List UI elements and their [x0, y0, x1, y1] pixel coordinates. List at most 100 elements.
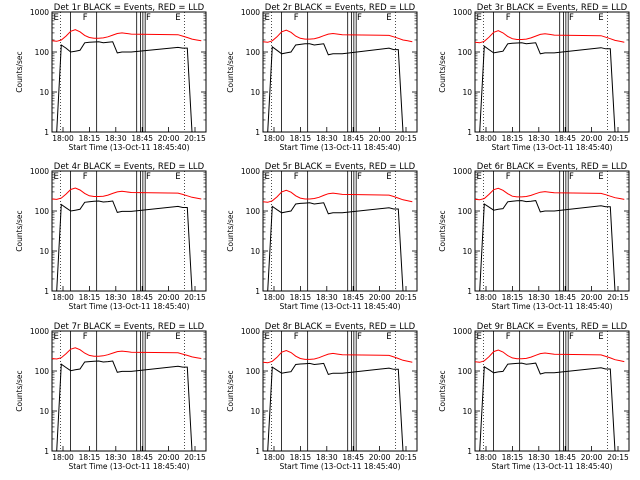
- x-tick-label: 18:00: [475, 293, 497, 302]
- y-tick-label: 1000: [30, 327, 49, 336]
- y-tick-label: 1: [44, 128, 49, 137]
- x-axis-label: Start Time (13-Oct-11 18:45:40): [279, 462, 400, 471]
- x-tick-label: 18:45: [131, 293, 153, 302]
- plot-frame: [262, 170, 418, 292]
- y-tick-label: 1000: [241, 167, 260, 176]
- flag-label: E: [175, 13, 180, 23]
- x-tick-label: 20:15: [184, 293, 206, 302]
- series-lld: [51, 29, 202, 42]
- chart-title: Det 8r BLACK = Events, RED = LLD: [265, 322, 416, 332]
- y-axis-label: Counts/sec: [15, 51, 24, 92]
- y-axis-label: Counts/sec: [226, 51, 235, 92]
- y-tick-label: 1000: [453, 327, 472, 336]
- y-tick-label: 1: [255, 128, 260, 137]
- x-tick-label: 18:30: [105, 134, 127, 143]
- y-tick-label: 100: [35, 207, 50, 216]
- x-tick-label: 20:15: [607, 293, 629, 302]
- x-tick-label: 18:15: [290, 134, 312, 143]
- flag-label: E: [386, 13, 391, 23]
- y-tick-label: 10: [462, 88, 472, 97]
- x-axis-label: Start Time (13-Oct-11 18:45:40): [279, 143, 400, 152]
- flag-label: F: [357, 332, 362, 342]
- x-tick-label: 18:15: [79, 293, 101, 302]
- y-tick-label: 10: [250, 407, 260, 416]
- y-tick-label: 10: [250, 88, 260, 97]
- x-tick-label: 18:00: [263, 453, 285, 462]
- y-tick-label: 1000: [241, 327, 260, 336]
- x-axis-label: Start Time (13-Oct-11 18:45:40): [68, 143, 189, 152]
- y-tick-label: 1000: [30, 8, 49, 17]
- x-tick-label: 18:30: [528, 134, 550, 143]
- plot-frame: [51, 170, 207, 292]
- x-axis-label: Start Time (13-Oct-11 18:45:40): [491, 143, 612, 152]
- x-tick-label: 20:00: [369, 134, 391, 143]
- series-events: [475, 200, 616, 292]
- x-tick-label: 18:30: [528, 293, 550, 302]
- y-tick-label: 10: [39, 407, 49, 416]
- series-events: [263, 43, 404, 133]
- x-tick-label: 18:00: [52, 134, 74, 143]
- chart-title: Det 1r BLACK = Events, RED = LLD: [54, 3, 205, 13]
- y-tick-label: 100: [246, 48, 261, 57]
- x-tick-label: 20:00: [158, 293, 180, 302]
- series-lld: [474, 30, 625, 44]
- series-lld: [474, 349, 625, 363]
- series-lld: [474, 187, 625, 201]
- x-tick-label: 20:15: [395, 453, 417, 462]
- y-tick-label: 100: [458, 207, 473, 216]
- x-axis-label: Start Time (13-Oct-11 18:45:40): [68, 302, 189, 311]
- plot-frame: [474, 170, 630, 292]
- x-tick-label: 18:15: [79, 134, 101, 143]
- panel-3: Det 3r BLACK = Events, RED = LLD 1 10 100 10…: [438, 3, 630, 152]
- y-tick-label: 1000: [453, 8, 472, 17]
- flag-label: F: [146, 13, 151, 23]
- x-tick-label: 18:30: [316, 134, 338, 143]
- y-tick-label: 100: [35, 48, 50, 57]
- y-tick-label: 10: [39, 88, 49, 97]
- x-tick-label: 18:00: [52, 453, 74, 462]
- y-tick-label: 1: [44, 447, 49, 456]
- chart-title: Det 7r BLACK = Events, RED = LLD: [54, 322, 205, 332]
- series-events: [52, 41, 193, 133]
- series-events: [263, 202, 404, 292]
- x-tick-label: 18:15: [502, 134, 524, 143]
- series-lld: [262, 29, 413, 43]
- flag-label: F: [146, 172, 151, 182]
- flag-label: E: [598, 332, 603, 342]
- x-tick-label: 20:15: [607, 453, 629, 462]
- x-tick-label: 18:30: [105, 293, 127, 302]
- x-tick-label: 18:30: [316, 453, 338, 462]
- panel-7: Det 7r BLACK = Events, RED = LLD 1 10 100 10…: [15, 322, 207, 471]
- y-tick-label: 1: [44, 287, 49, 296]
- y-axis-label: Counts/sec: [438, 370, 447, 411]
- plot-frame: [51, 11, 207, 133]
- panel-5: Det 5r BLACK = Events, RED = LLD 1 10 100 10…: [226, 162, 418, 311]
- flag-label: E: [54, 332, 59, 342]
- plot-frame: [474, 11, 630, 133]
- x-tick-label: 18:45: [131, 134, 153, 143]
- x-tick-label: 18:45: [554, 134, 576, 143]
- y-tick-label: 1000: [453, 167, 472, 176]
- chart-title: Det 4r BLACK = Events, RED = LLD: [54, 162, 205, 172]
- flag-label: E: [265, 332, 270, 342]
- y-tick-label: 100: [458, 367, 473, 376]
- series-lld: [262, 189, 413, 203]
- series-events: [52, 360, 193, 452]
- y-tick-label: 1: [467, 128, 472, 137]
- chart-title: Det 9r BLACK = Events, RED = LLD: [477, 322, 628, 332]
- y-tick-label: 100: [246, 207, 261, 216]
- chart-title: Det 5r BLACK = Events, RED = LLD: [265, 162, 416, 172]
- panel-8: Det 8r BLACK = Events, RED = LLD 1 10 100 10…: [226, 322, 418, 471]
- x-tick-label: 20:00: [581, 453, 603, 462]
- plot-frame: [262, 11, 418, 133]
- x-tick-label: 20:00: [158, 134, 180, 143]
- flag-label: F: [294, 332, 299, 342]
- flag-label: F: [357, 172, 362, 182]
- panel-2: Det 2r BLACK = Events, RED = LLD 1 10 100 10…: [226, 3, 418, 152]
- x-tick-label: 20:15: [184, 134, 206, 143]
- x-tick-label: 18:15: [502, 293, 524, 302]
- panel-1: Det 1r BLACK = Events, RED = LLD 1 10 100 10…: [15, 3, 207, 152]
- x-tick-label: 18:00: [475, 134, 497, 143]
- x-tick-label: 18:15: [79, 453, 101, 462]
